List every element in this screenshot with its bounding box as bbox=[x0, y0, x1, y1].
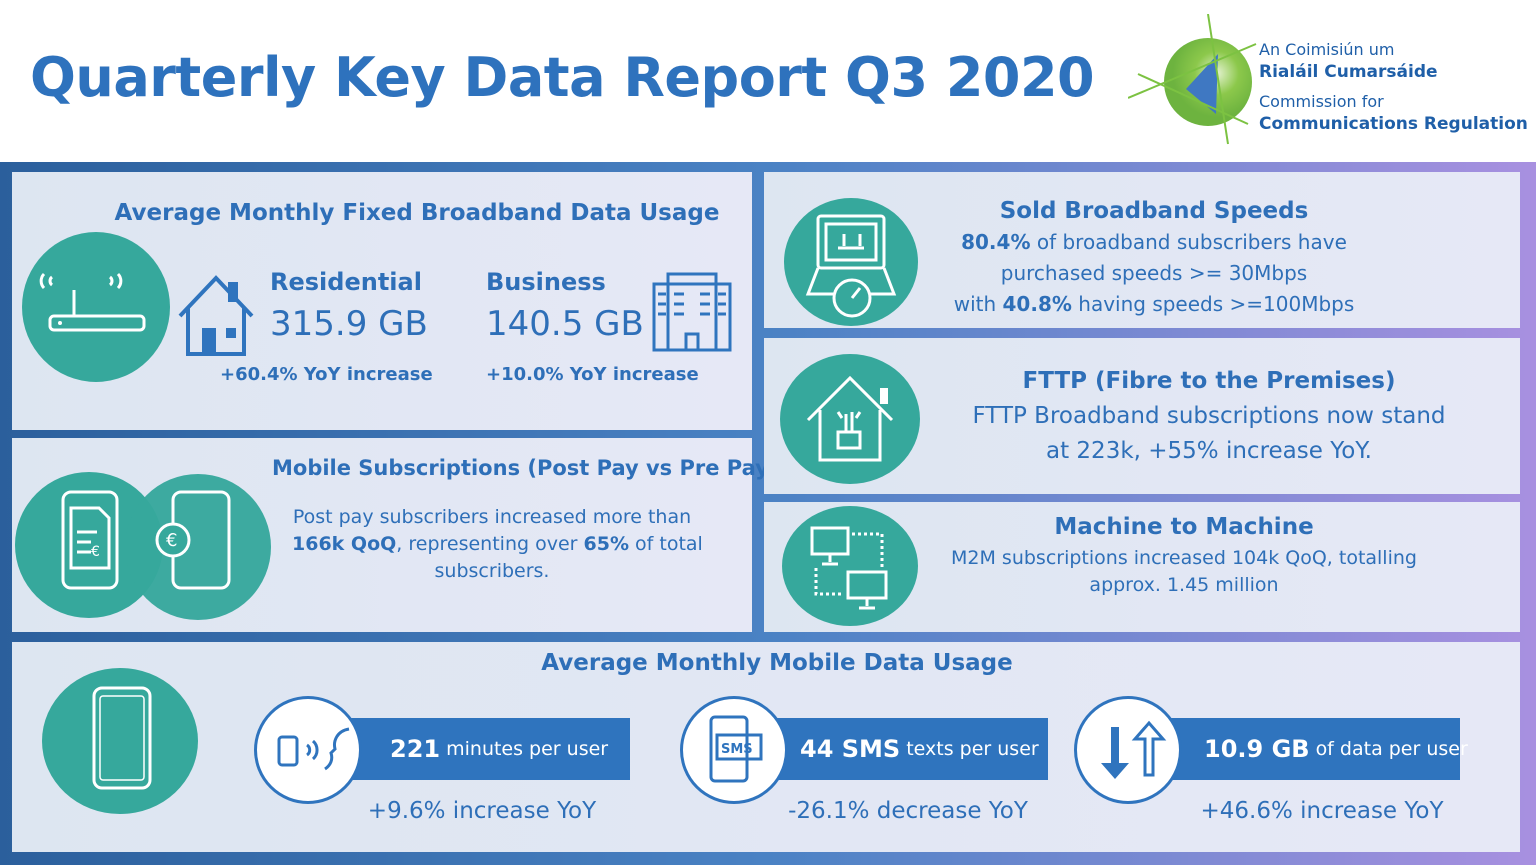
panel-title: Average Monthly Fixed Broadband Data Usa… bbox=[114, 200, 720, 226]
svg-text:€: € bbox=[166, 530, 177, 551]
page-title: Quarterly Key Data Report Q3 2020 bbox=[30, 46, 1095, 109]
mobile-data-panel: Average Monthly Mobile Data Usage 221 min… bbox=[12, 642, 1520, 852]
voice-call-icon bbox=[254, 696, 362, 804]
speed-laptop-icon bbox=[784, 198, 918, 326]
smartphone-icon bbox=[42, 668, 198, 814]
stat-value: 221 bbox=[390, 735, 441, 763]
residential-label: Residential bbox=[270, 268, 422, 296]
text-line: FTTP Broadband subscriptions now stand bbox=[972, 403, 1446, 429]
fttp-panel: FTTP (Fibre to the Premises) FTTP Broadb… bbox=[764, 338, 1520, 494]
machine-to-machine-icon bbox=[782, 506, 918, 626]
svg-text:SMS: SMS bbox=[721, 742, 753, 757]
data-stat: 10.9 GB of data per user bbox=[1164, 718, 1468, 780]
sms-stat: 44 SMS texts per user bbox=[770, 718, 1048, 780]
highlight: 80.4% bbox=[961, 230, 1031, 254]
data-transfer-icon bbox=[1074, 696, 1182, 804]
stat-unit: texts per user bbox=[906, 738, 1039, 760]
text-line: Post pay subscribers increased more than bbox=[292, 506, 692, 528]
comreg-logo: An Coimisiún um Rialáil Cumarsáide Commi… bbox=[1128, 14, 1528, 154]
highlight: 40.8% bbox=[1002, 292, 1072, 316]
minutes-stat: 221 minutes per user bbox=[342, 718, 630, 780]
prepay-phone-icon: € bbox=[125, 474, 271, 620]
panel-title: Machine to Machine bbox=[1054, 514, 1314, 540]
business-value: 140.5 GB bbox=[486, 304, 644, 344]
router-icon bbox=[22, 232, 170, 382]
logo-icon bbox=[1128, 14, 1257, 145]
logo-text: An Coimisiún um bbox=[1259, 40, 1395, 59]
stat-unit: minutes per user bbox=[446, 738, 609, 760]
text: having speeds >=100Mbps bbox=[1071, 292, 1355, 316]
panel-title: Average Monthly Mobile Data Usage bbox=[541, 650, 1013, 676]
minutes-change: +9.6% increase YoY bbox=[367, 798, 597, 824]
panel-title: Mobile Subscriptions (Post Pay vs Pre Pa… bbox=[272, 456, 779, 480]
residential-value: 315.9 GB bbox=[270, 304, 428, 344]
stat-value: 44 SMS bbox=[800, 735, 901, 763]
logo-text: Rialáil Cumarsáide bbox=[1259, 62, 1438, 82]
sms-icon: SMS bbox=[680, 696, 788, 804]
panel-title: Sold Broadband Speeds bbox=[999, 198, 1309, 224]
stat-unit: of data per user bbox=[1315, 738, 1468, 760]
mobile-subs-text: Post pay subscribers increased more than… bbox=[292, 504, 703, 585]
residential-change: +60.4% YoY increase bbox=[220, 364, 433, 385]
text-line: M2M subscriptions increased 104k QoQ, to… bbox=[951, 547, 1417, 569]
office-building-icon bbox=[652, 272, 732, 352]
fixed-broadband-panel: Average Monthly Fixed Broadband Data Usa… bbox=[12, 172, 752, 430]
business-change: +10.0% YoY increase bbox=[486, 364, 699, 385]
panel-title: FTTP (Fibre to the Premises) bbox=[1022, 368, 1396, 394]
highlight: 166k QoQ bbox=[292, 533, 397, 555]
text-line: at 223k, +55% increase YoY. bbox=[1046, 438, 1372, 464]
m2m-text: Machine to Machine M2M subscriptions inc… bbox=[944, 514, 1424, 599]
text-line: subscribers. bbox=[434, 560, 550, 582]
fibre-house-icon bbox=[780, 354, 920, 484]
mobile-subscriptions-panel: Mobile Subscriptions (Post Pay vs Pre Pa… bbox=[12, 438, 779, 632]
fttp-text: FTTP (Fibre to the Premises) FTTP Broadb… bbox=[944, 364, 1474, 469]
text-line: purchased speeds >= 30Mbps bbox=[1000, 261, 1308, 285]
highlight: 65% bbox=[583, 533, 629, 555]
data-change: +46.6% increase YoY bbox=[1200, 798, 1444, 824]
logo-text: Commission for bbox=[1259, 92, 1384, 111]
text: , representing over bbox=[396, 533, 584, 555]
speeds-text: Sold Broadband Speeds 80.4% of broadband… bbox=[944, 196, 1364, 320]
business-label: Business bbox=[486, 268, 606, 296]
text: with bbox=[953, 292, 1003, 316]
text: of broadband subscribers have bbox=[1030, 230, 1347, 254]
text-line: approx. 1.45 million bbox=[1089, 574, 1279, 596]
house-icon bbox=[178, 275, 254, 356]
logo-text: Communications Regulation bbox=[1259, 114, 1528, 134]
broadband-speeds-panel: Sold Broadband Speeds 80.4% of broadband… bbox=[764, 172, 1520, 328]
stat-value: 10.9 GB bbox=[1204, 735, 1310, 763]
svg-text:€: € bbox=[91, 544, 100, 560]
sms-change: -26.1% decrease YoY bbox=[788, 798, 1028, 824]
text: of total bbox=[628, 533, 703, 555]
m2m-panel: Machine to Machine M2M subscriptions inc… bbox=[764, 502, 1520, 632]
